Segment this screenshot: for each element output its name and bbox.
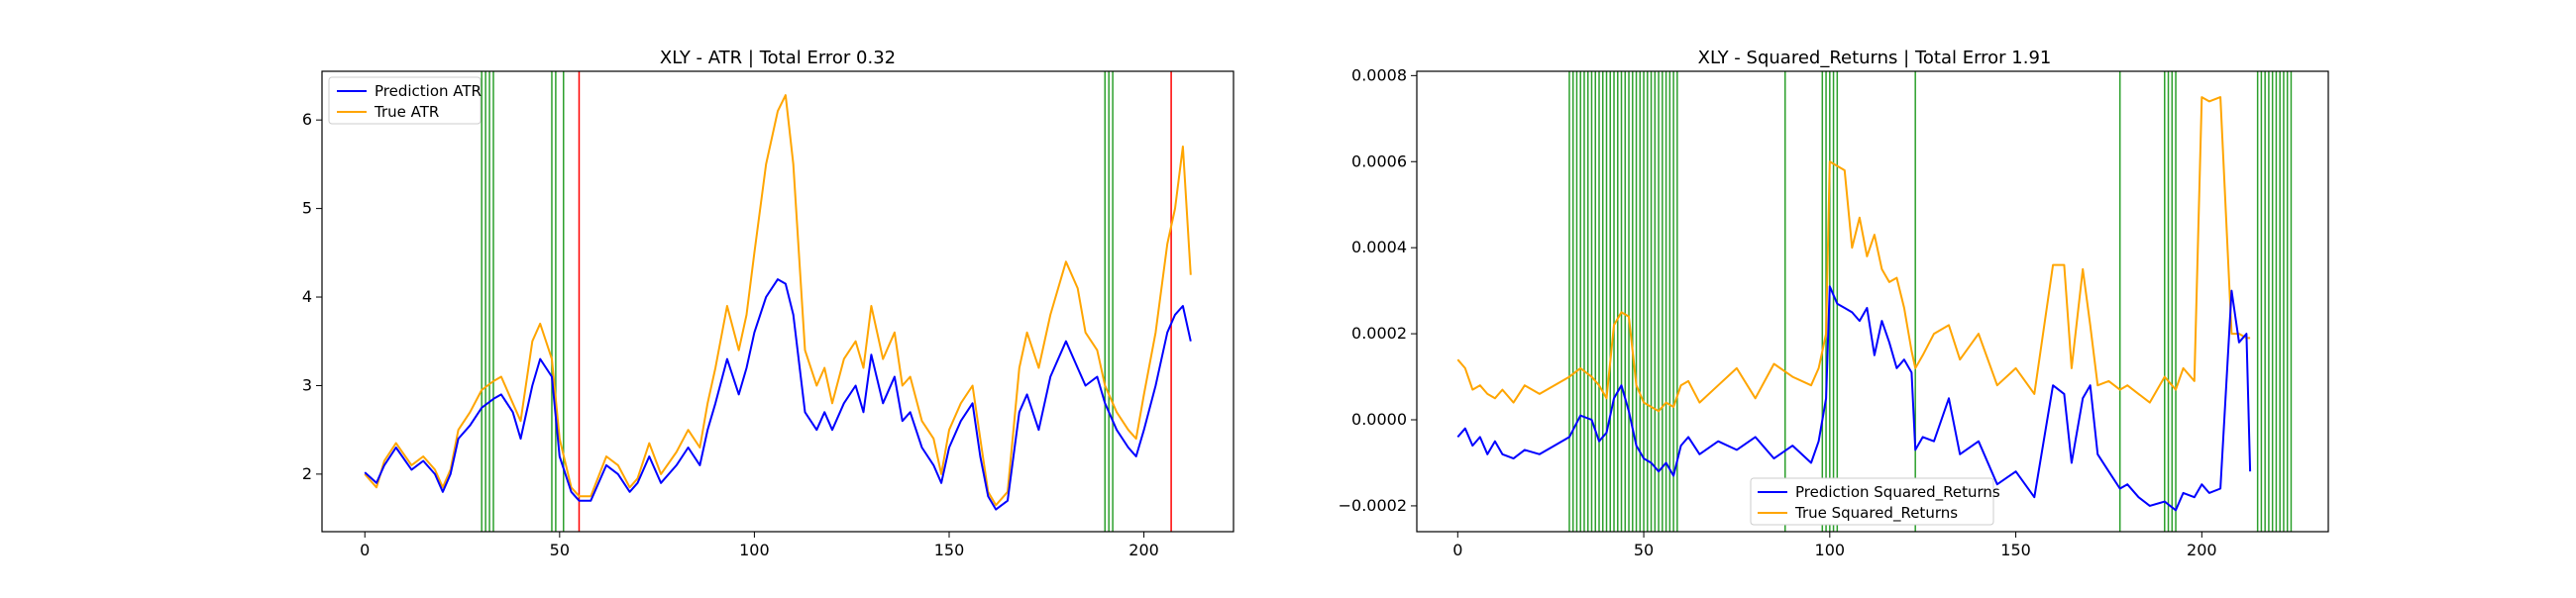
legend: Prediction ATR True ATR xyxy=(328,76,482,125)
y-tick-label: −0.0002 xyxy=(1339,496,1407,515)
legend-label: True Squared_Returns xyxy=(1794,504,1958,523)
legend-box xyxy=(328,76,482,125)
plot-area: 0 50 100 150 200 2 3 4 5 6 xyxy=(302,70,1234,559)
x-tick-label: 100 xyxy=(1815,541,1846,559)
true-series-line xyxy=(1456,96,2251,413)
legend-box xyxy=(1750,477,1994,526)
y-tick-label: 3 xyxy=(302,375,312,394)
prediction-series-line xyxy=(364,278,1192,511)
y-tick-label: 2 xyxy=(302,464,312,483)
true-series-line xyxy=(364,94,1192,507)
x-tick-label: 200 xyxy=(1128,541,1159,559)
x-tick-label: 100 xyxy=(739,541,770,559)
x-tick-label: 200 xyxy=(2187,541,2217,559)
y-tick-label: 4 xyxy=(302,287,312,306)
x-tick-label: 0 xyxy=(360,541,370,559)
legend-label: True ATR xyxy=(374,103,439,121)
y-tick-label: 0.0000 xyxy=(1351,410,1407,429)
x-tick-label: 50 xyxy=(1634,541,1654,559)
prediction-series-line xyxy=(1456,285,2252,512)
atr-chart: XLY - ATR | Total Error 0.32 0 50 100 150 20… xyxy=(302,48,1234,559)
plot-area: 0 50 100 150 200 −0.0002 0.0000 0.0002 0.0004 0.0… xyxy=(1339,65,2329,559)
y-tick-label: 6 xyxy=(302,110,312,129)
legend: Prediction Squared_Returns True Squared_… xyxy=(1750,477,2000,526)
y-tick-label: 0.0006 xyxy=(1351,151,1407,170)
y-tick-label: 0.0004 xyxy=(1351,238,1407,256)
chart-title: XLY - Squared_Returns | Total Error 1.91 xyxy=(1698,48,2052,68)
x-tick-label: 0 xyxy=(1452,541,1462,559)
axes-frame xyxy=(1416,70,2329,533)
legend-label: Prediction Squared_Returns xyxy=(1795,483,2000,502)
chart-title: XLY - ATR | Total Error 0.32 xyxy=(660,48,896,68)
x-tick-label: 150 xyxy=(2000,541,2031,559)
y-tick-label: 0.0008 xyxy=(1351,65,1407,84)
legend-label: Prediction ATR xyxy=(375,82,482,100)
y-tick-label: 5 xyxy=(302,199,312,218)
squared-returns-chart: XLY - Squared_Returns | Total Error 1.91… xyxy=(1339,48,2329,559)
y-tick-label: 0.0002 xyxy=(1351,324,1407,343)
x-tick-label: 50 xyxy=(550,541,570,559)
x-tick-label: 150 xyxy=(934,541,965,559)
axes-frame xyxy=(321,70,1234,533)
